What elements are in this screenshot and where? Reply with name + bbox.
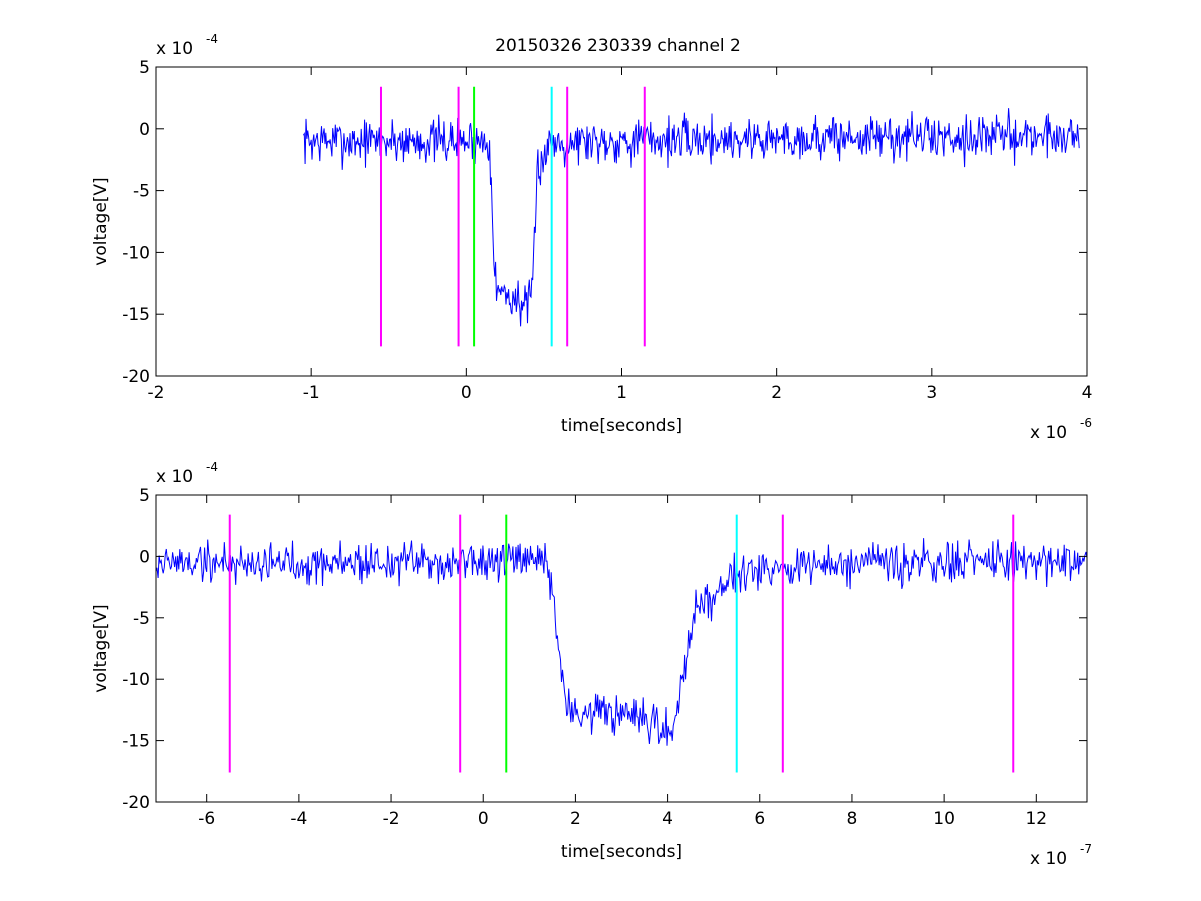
- x-exponent-label: x 10: [1030, 849, 1067, 869]
- y-tick-label: -20: [122, 367, 150, 387]
- bottom-plot: -6 -4 -2 0 2 4 6 8 10 12-20-15-10-505time[seconds…: [91, 460, 1092, 869]
- x-tick-label: -6: [198, 809, 215, 829]
- y-tick-label: -5: [133, 609, 150, 629]
- x-tick-label: 1: [616, 383, 627, 403]
- x-tick-label: -2: [148, 383, 165, 403]
- y-axis-label: voltage[V]: [91, 604, 111, 692]
- y-tick-label: 5: [139, 486, 150, 506]
- x-tick-label: 4: [1082, 383, 1093, 403]
- x-tick-label: -1: [303, 383, 320, 403]
- y-tick-label: -20: [122, 793, 150, 813]
- x-tick-label: -4: [290, 809, 307, 829]
- y-tick-label: -15: [122, 732, 150, 752]
- y-tick-label: -10: [122, 670, 150, 690]
- y-exponent-superscript: -4: [206, 460, 218, 474]
- x-tick-label: 8: [847, 809, 858, 829]
- y-tick-label: 0: [139, 120, 150, 140]
- y-tick-label: -5: [133, 182, 150, 202]
- x-tick-label: 2: [771, 383, 782, 403]
- x-tick-label: 6: [754, 809, 765, 829]
- x-tick-label: 0: [478, 809, 489, 829]
- signal-trace: [155, 538, 1088, 746]
- x-tick-label: 2: [570, 809, 581, 829]
- x-tick-label: 0: [461, 383, 472, 403]
- x-exponent-superscript: -6: [1080, 416, 1092, 430]
- x-exponent-label: x 10: [1030, 423, 1067, 443]
- y-exponent-superscript: -4: [206, 32, 218, 46]
- x-axis-label: time[seconds]: [561, 842, 682, 862]
- x-tick-label: 3: [926, 383, 937, 403]
- x-tick-label: 4: [662, 809, 673, 829]
- x-tick-label: -2: [383, 809, 400, 829]
- y-tick-label: -10: [122, 243, 150, 263]
- signal-trace: [302, 108, 1080, 327]
- top-plot: -2 -1 0 1 2 3 4-20-15-10-505time[seconds]volta…: [91, 32, 1092, 443]
- y-tick-label: -15: [122, 305, 150, 325]
- y-tick-label: 0: [139, 547, 150, 567]
- x-tick-label: 10: [933, 809, 955, 829]
- y-exponent-label: x 10: [156, 467, 193, 487]
- y-tick-label: 5: [139, 58, 150, 78]
- axes-box: [155, 494, 1088, 803]
- y-axis-label: voltage[V]: [91, 177, 111, 265]
- x-exponent-superscript: -7: [1080, 842, 1092, 856]
- y-exponent-label: x 10: [156, 39, 193, 59]
- figure-title: 20150326 230339 channel 2: [495, 36, 741, 56]
- x-tick-label: 12: [1025, 809, 1047, 829]
- x-axis-label: time[seconds]: [561, 416, 682, 436]
